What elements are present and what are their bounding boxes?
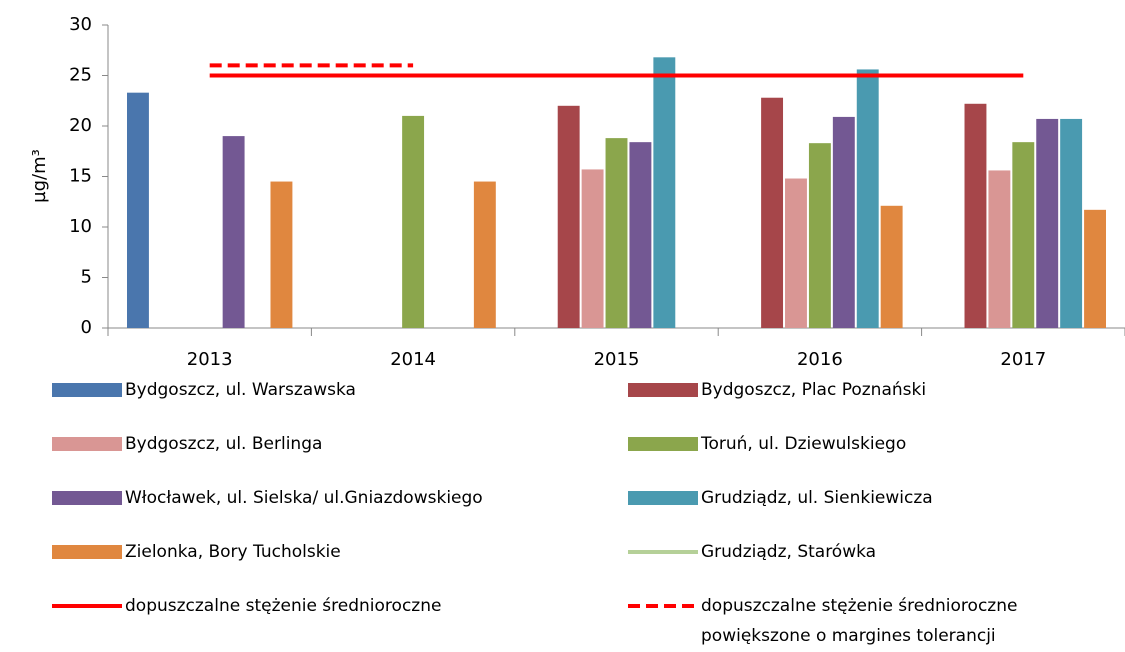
legend-swatch — [52, 437, 122, 451]
y-tick-label: 5 — [81, 267, 92, 288]
legend-label: dopuszczalne stężenie średnioroczne — [125, 596, 442, 616]
x-tick-label: 2014 — [390, 349, 436, 370]
legend-swatch — [52, 545, 122, 559]
y-tick-label: 10 — [69, 216, 92, 237]
bar — [270, 181, 293, 328]
bar — [880, 205, 903, 328]
legend-swatch — [628, 437, 698, 451]
x-tick-label: 2013 — [187, 349, 233, 370]
bar — [473, 181, 496, 328]
legend-label: Włocławek, ul. Sielska/ ul.Gniazdowskieg… — [125, 488, 483, 508]
bar — [581, 169, 604, 328]
bar — [856, 69, 879, 328]
bar — [1012, 142, 1035, 328]
legend-label: dopuszczalne stężenie średnioroczne powi… — [701, 596, 1018, 646]
legend-label: Toruń, ul. Dziewulskiego — [701, 434, 907, 454]
legend-swatch — [628, 383, 698, 397]
bar — [785, 178, 807, 328]
bar — [988, 170, 1011, 328]
bar — [761, 97, 784, 328]
bar — [1060, 118, 1083, 329]
bar — [964, 103, 987, 328]
bar — [222, 136, 245, 328]
bar — [808, 143, 831, 328]
bar — [1036, 118, 1059, 329]
y-tick-label: 30 — [69, 14, 92, 35]
y-tick-label: 20 — [69, 115, 92, 136]
legend-label: Grudziądz, ul. Sienkiewicza — [701, 488, 933, 508]
legend-swatch — [52, 383, 122, 397]
bar — [127, 92, 149, 328]
legend-swatch — [628, 491, 698, 505]
legend-label: Grudziądz, Starówka — [701, 542, 877, 562]
x-tick-label: 2017 — [1000, 349, 1046, 370]
bar — [605, 138, 628, 328]
bar — [653, 57, 676, 328]
y-tick-label: 15 — [69, 166, 92, 187]
bar — [402, 115, 425, 329]
legend-label: Zielonka, Bory Tucholskie — [125, 542, 341, 562]
legend-label: Bydgoszcz, ul. Berlinga — [125, 434, 323, 454]
bar — [832, 116, 855, 328]
x-tick-label: 2015 — [594, 349, 640, 370]
y-tick-label: 0 — [81, 317, 92, 338]
bar — [629, 142, 652, 328]
legend-swatch — [52, 491, 122, 505]
bar — [1084, 209, 1106, 328]
x-tick-label: 2016 — [797, 349, 843, 370]
y-tick-label: 25 — [69, 65, 92, 86]
legend-label: Bydgoszcz, Plac Poznański — [701, 380, 927, 400]
bar — [557, 105, 580, 328]
y-axis-label: µg/m³ — [29, 149, 50, 203]
legend-label: Bydgoszcz, ul. Warszawska — [125, 380, 356, 400]
